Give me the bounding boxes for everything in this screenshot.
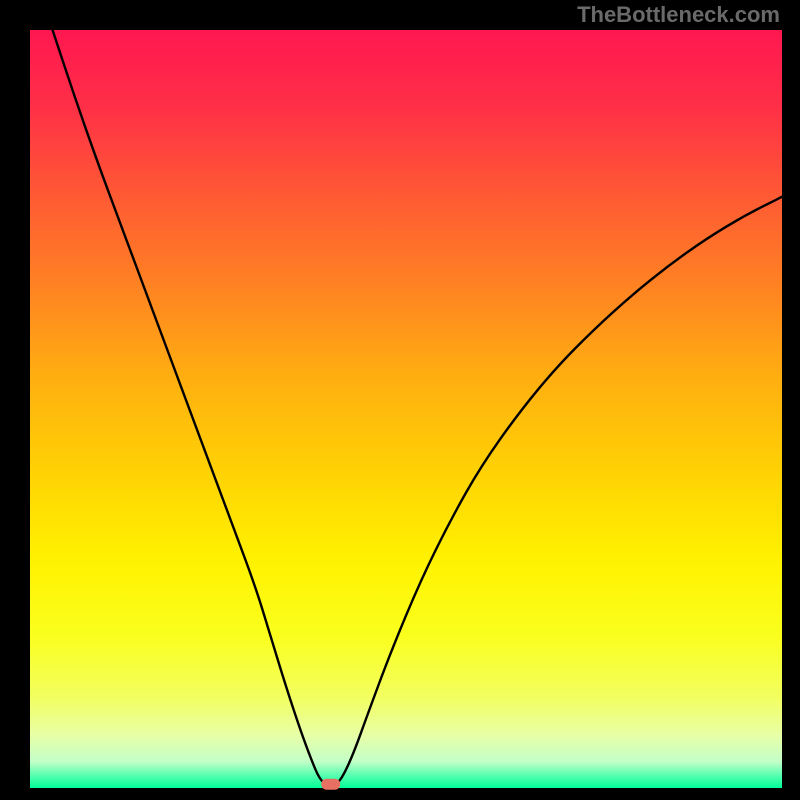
- chart-frame: TheBottleneck.com: [0, 0, 800, 800]
- watermark-text: TheBottleneck.com: [577, 2, 780, 28]
- bottleneck-marker: [321, 779, 341, 790]
- plot-area: [30, 30, 782, 788]
- gradient-and-curve: [30, 30, 782, 788]
